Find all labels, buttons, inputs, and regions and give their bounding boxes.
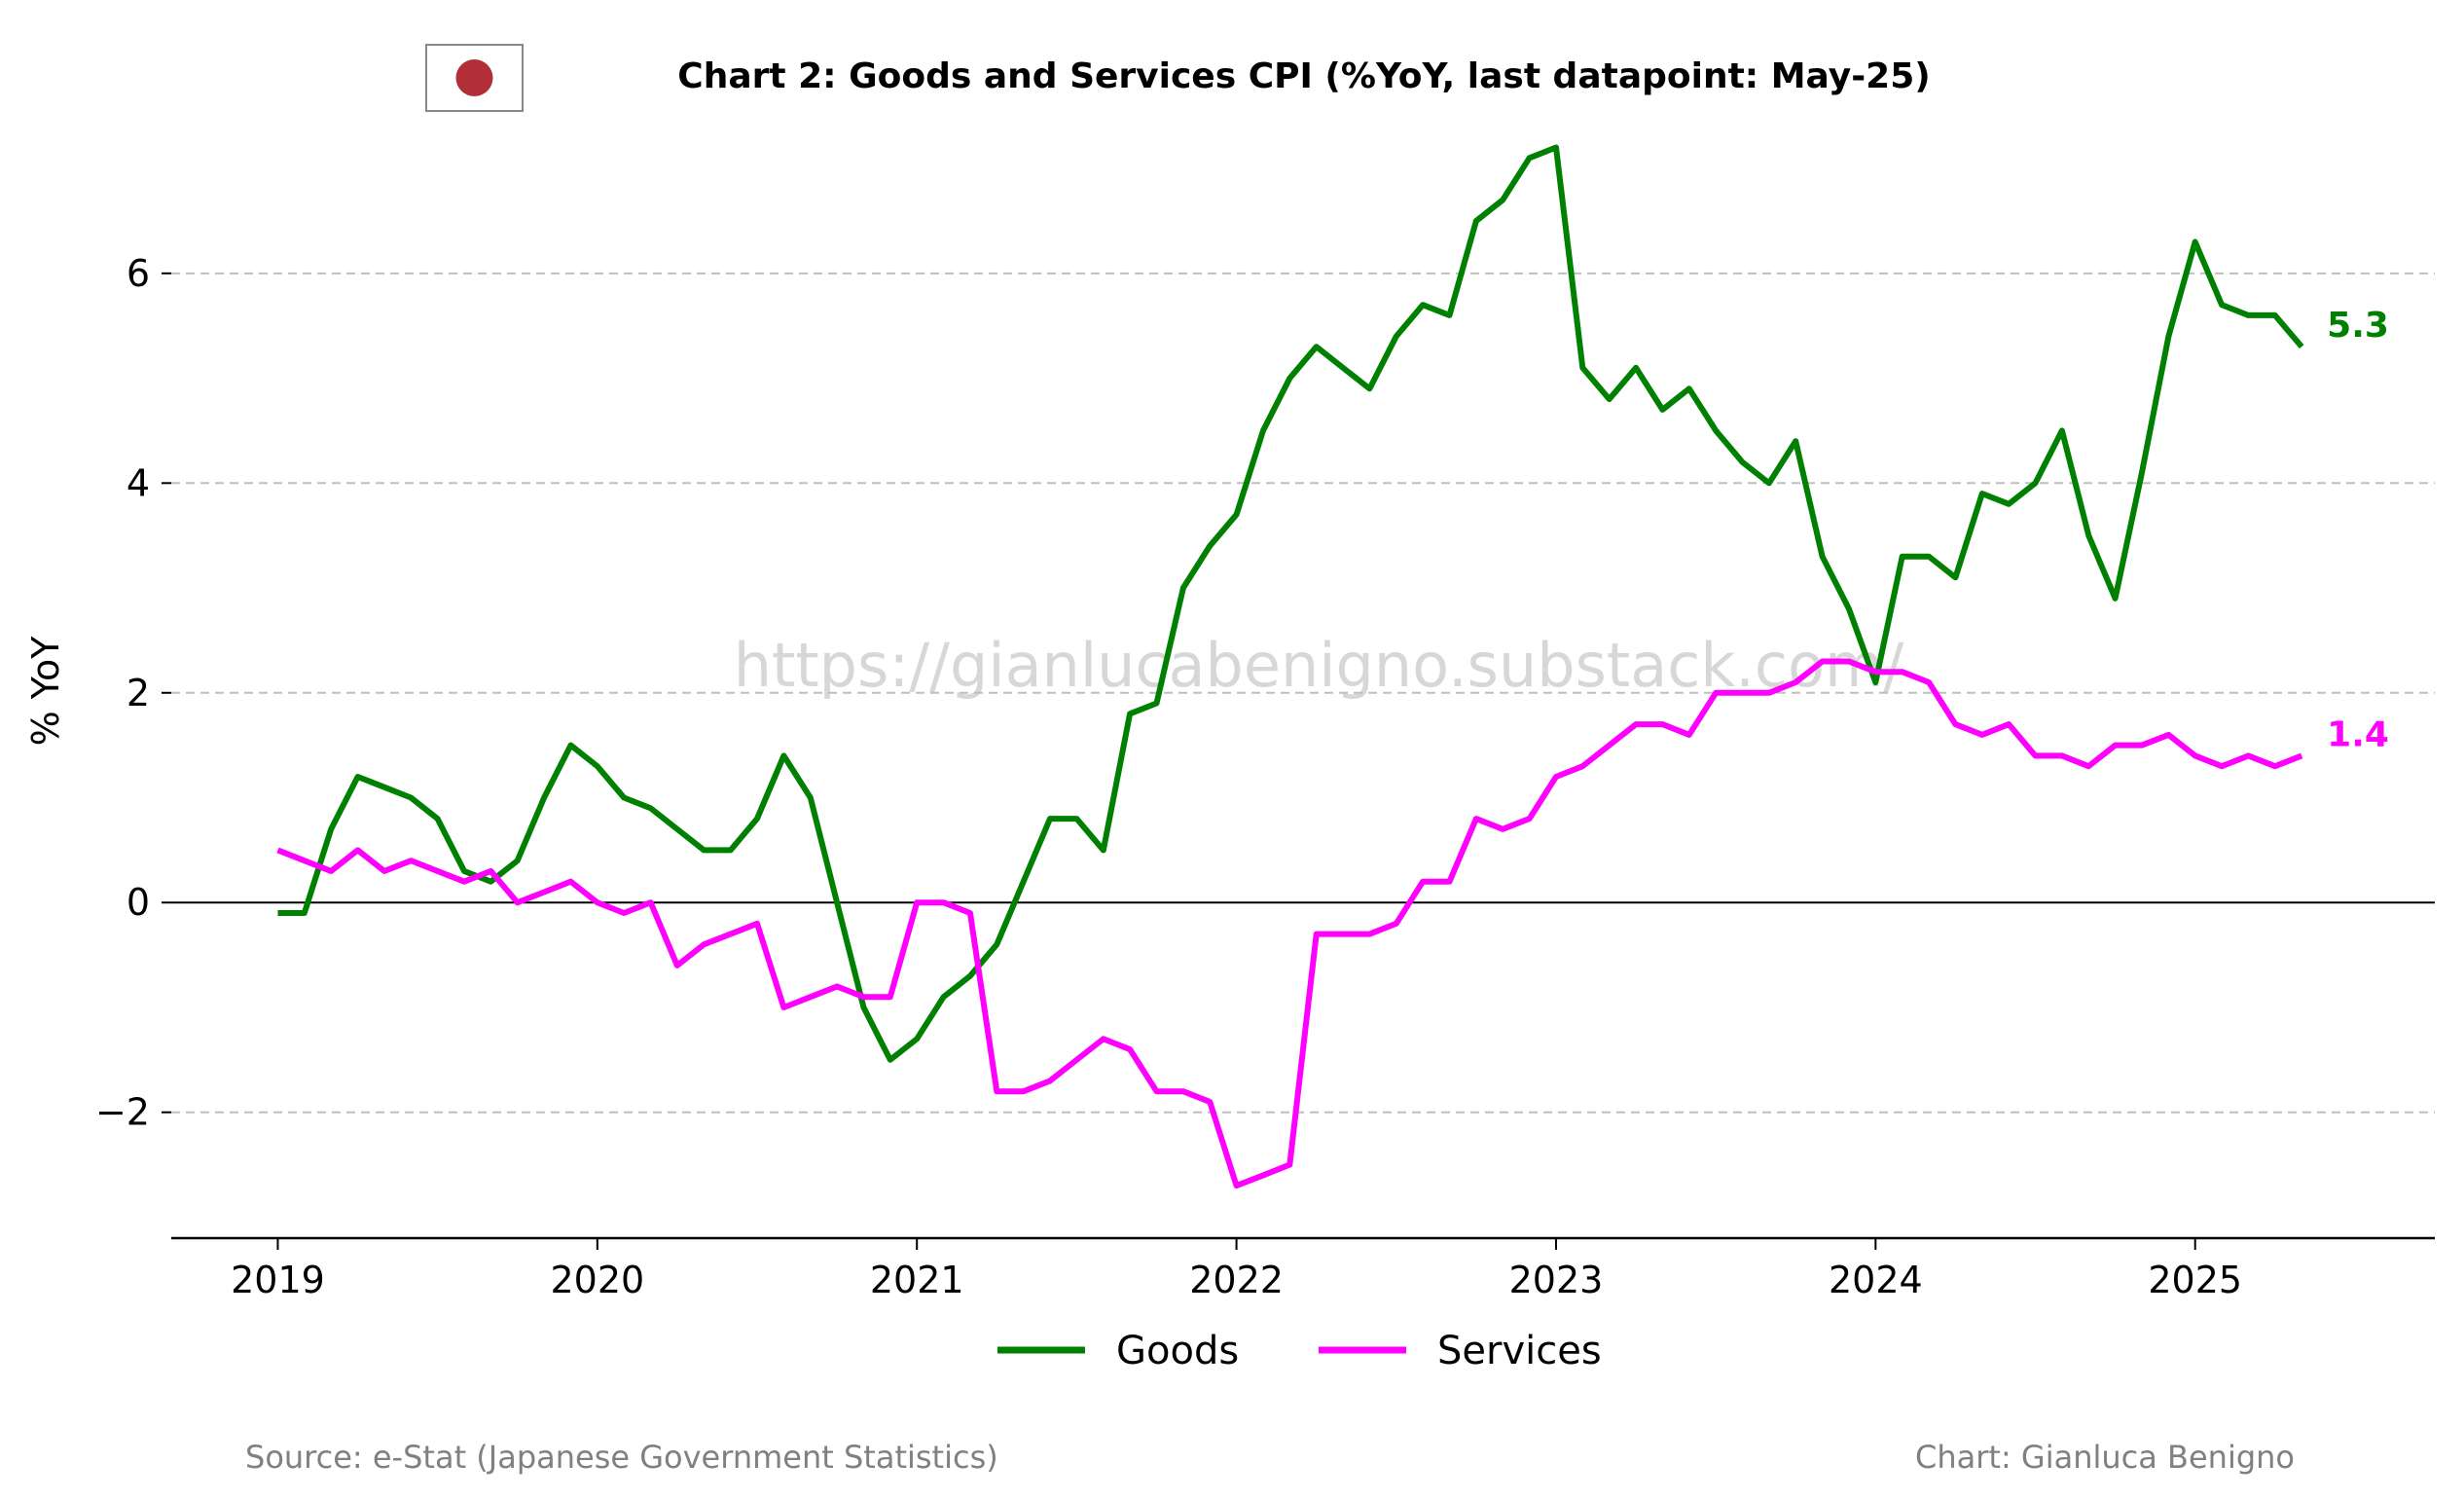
grid-lines: [171, 272, 2435, 1114]
y-tick-label: 6: [127, 252, 150, 295]
x-tick-label: 2025: [2148, 1259, 2242, 1301]
japan-flag-icon: [425, 44, 524, 112]
legend: Goods Services: [997, 1329, 1602, 1373]
x-tick-label: 2021: [870, 1259, 964, 1301]
x-axis-ticks: 2019 2020 2021 2022 2023 2024 2025: [231, 1238, 2242, 1301]
legend-label-goods: Goods: [1116, 1329, 1239, 1373]
series-lines: [276, 144, 2304, 1189]
y-axis-label: % YoY: [24, 636, 67, 747]
y-tick-label: 2: [127, 672, 150, 714]
y-tick-label: 4: [127, 461, 150, 504]
source-text: Source: e-Stat (Japanese Government Stat…: [245, 1439, 998, 1476]
y-axis-ticks: −2 0 2 4 6: [95, 252, 171, 1134]
x-tick-label: 2022: [1189, 1259, 1284, 1301]
credit-text: Chart: Gianluca Benigno: [1915, 1439, 2295, 1476]
x-tick-label: 2020: [550, 1259, 644, 1301]
x-tick-label: 2024: [1829, 1259, 1923, 1301]
y-tick-label: −2: [95, 1091, 150, 1134]
end-labels: 5.3 1.4: [2327, 306, 2389, 754]
legend-label-services: Services: [1437, 1329, 1602, 1373]
x-tick-label: 2023: [1509, 1259, 1604, 1301]
series-line-goods: [277, 144, 2304, 1063]
watermark-text: https://gianlucabenigno.substack.com/: [734, 630, 1904, 701]
end-label-services: 1.4: [2327, 714, 2389, 754]
chart-title: Chart 2: Goods and Services CPI (%YoY, l…: [677, 56, 1930, 96]
x-tick-label: 2019: [231, 1259, 325, 1301]
end-label-goods: 5.3: [2327, 306, 2389, 346]
y-tick-label: 0: [127, 881, 150, 924]
series-line-services: [276, 658, 2303, 1189]
